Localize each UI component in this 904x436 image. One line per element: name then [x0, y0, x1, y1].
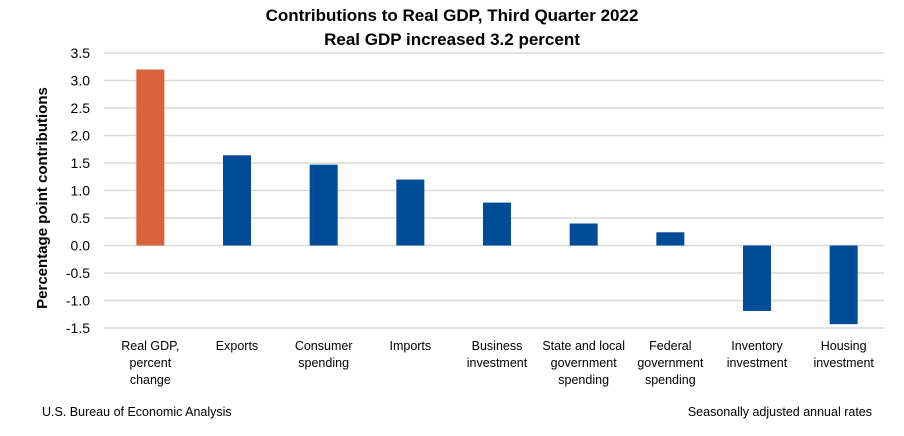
y-tick-label: -1.0	[66, 293, 90, 309]
x-tick-label: percent	[129, 356, 171, 370]
x-tick-label: investment	[727, 356, 788, 370]
y-tick-label: 2.5	[71, 100, 91, 116]
y-tick-label: 1.0	[71, 183, 91, 199]
bar	[656, 232, 685, 246]
bar	[309, 164, 338, 246]
bar	[223, 155, 251, 246]
x-tick-label: investment	[813, 356, 874, 370]
rates-note: Seasonally adjusted annual rates	[687, 405, 872, 419]
bar-chart: Percentage point contributions 3.5 3.0 2.5…	[34, 45, 884, 387]
x-tick-label: Imports	[389, 339, 431, 353]
bar	[396, 179, 425, 246]
x-tick-label: Inventory	[731, 339, 783, 353]
x-tick-label: spending	[558, 373, 609, 387]
x-tick-label: Housing	[821, 339, 867, 353]
y-tick-label: 3.0	[71, 73, 91, 89]
y-tick-label: -1.5	[66, 320, 90, 336]
y-tick-label: 0.5	[71, 210, 91, 226]
x-tick-label: spending	[298, 356, 349, 370]
bar	[136, 69, 165, 246]
x-tick-label: government	[637, 356, 704, 370]
x-tick-label: Exports	[216, 339, 258, 353]
chart-title: Contributions to Real GDP, Third Quarter…	[265, 6, 639, 25]
y-tick-label: 3.5	[71, 45, 91, 61]
y-tick-label: 1.5	[71, 155, 91, 171]
x-tick-label: Business	[472, 339, 523, 353]
x-tick-label: spending	[645, 373, 696, 387]
bar	[483, 202, 511, 246]
y-tick-label: 2.0	[71, 128, 91, 144]
x-tick-label: change	[130, 373, 171, 387]
source-note: U.S. Bureau of Economic Analysis	[42, 405, 232, 419]
x-tick-label: Consumer	[295, 339, 353, 353]
chart-subtitle: Real GDP increased 3.2 percent	[324, 30, 580, 49]
y-tick-label: -0.5	[66, 265, 90, 281]
y-axis-label: Percentage point contributions	[34, 87, 51, 309]
bar	[569, 223, 598, 246]
x-tick-label: Federal	[649, 339, 691, 353]
bar	[743, 245, 771, 311]
x-tick-label: State and local	[542, 339, 625, 353]
x-tick-label: government	[551, 356, 618, 370]
y-tick-label: 0.0	[71, 238, 91, 254]
x-tick-label: investment	[467, 356, 528, 370]
bar	[829, 245, 858, 325]
x-tick-label: Real GDP,	[121, 339, 179, 353]
